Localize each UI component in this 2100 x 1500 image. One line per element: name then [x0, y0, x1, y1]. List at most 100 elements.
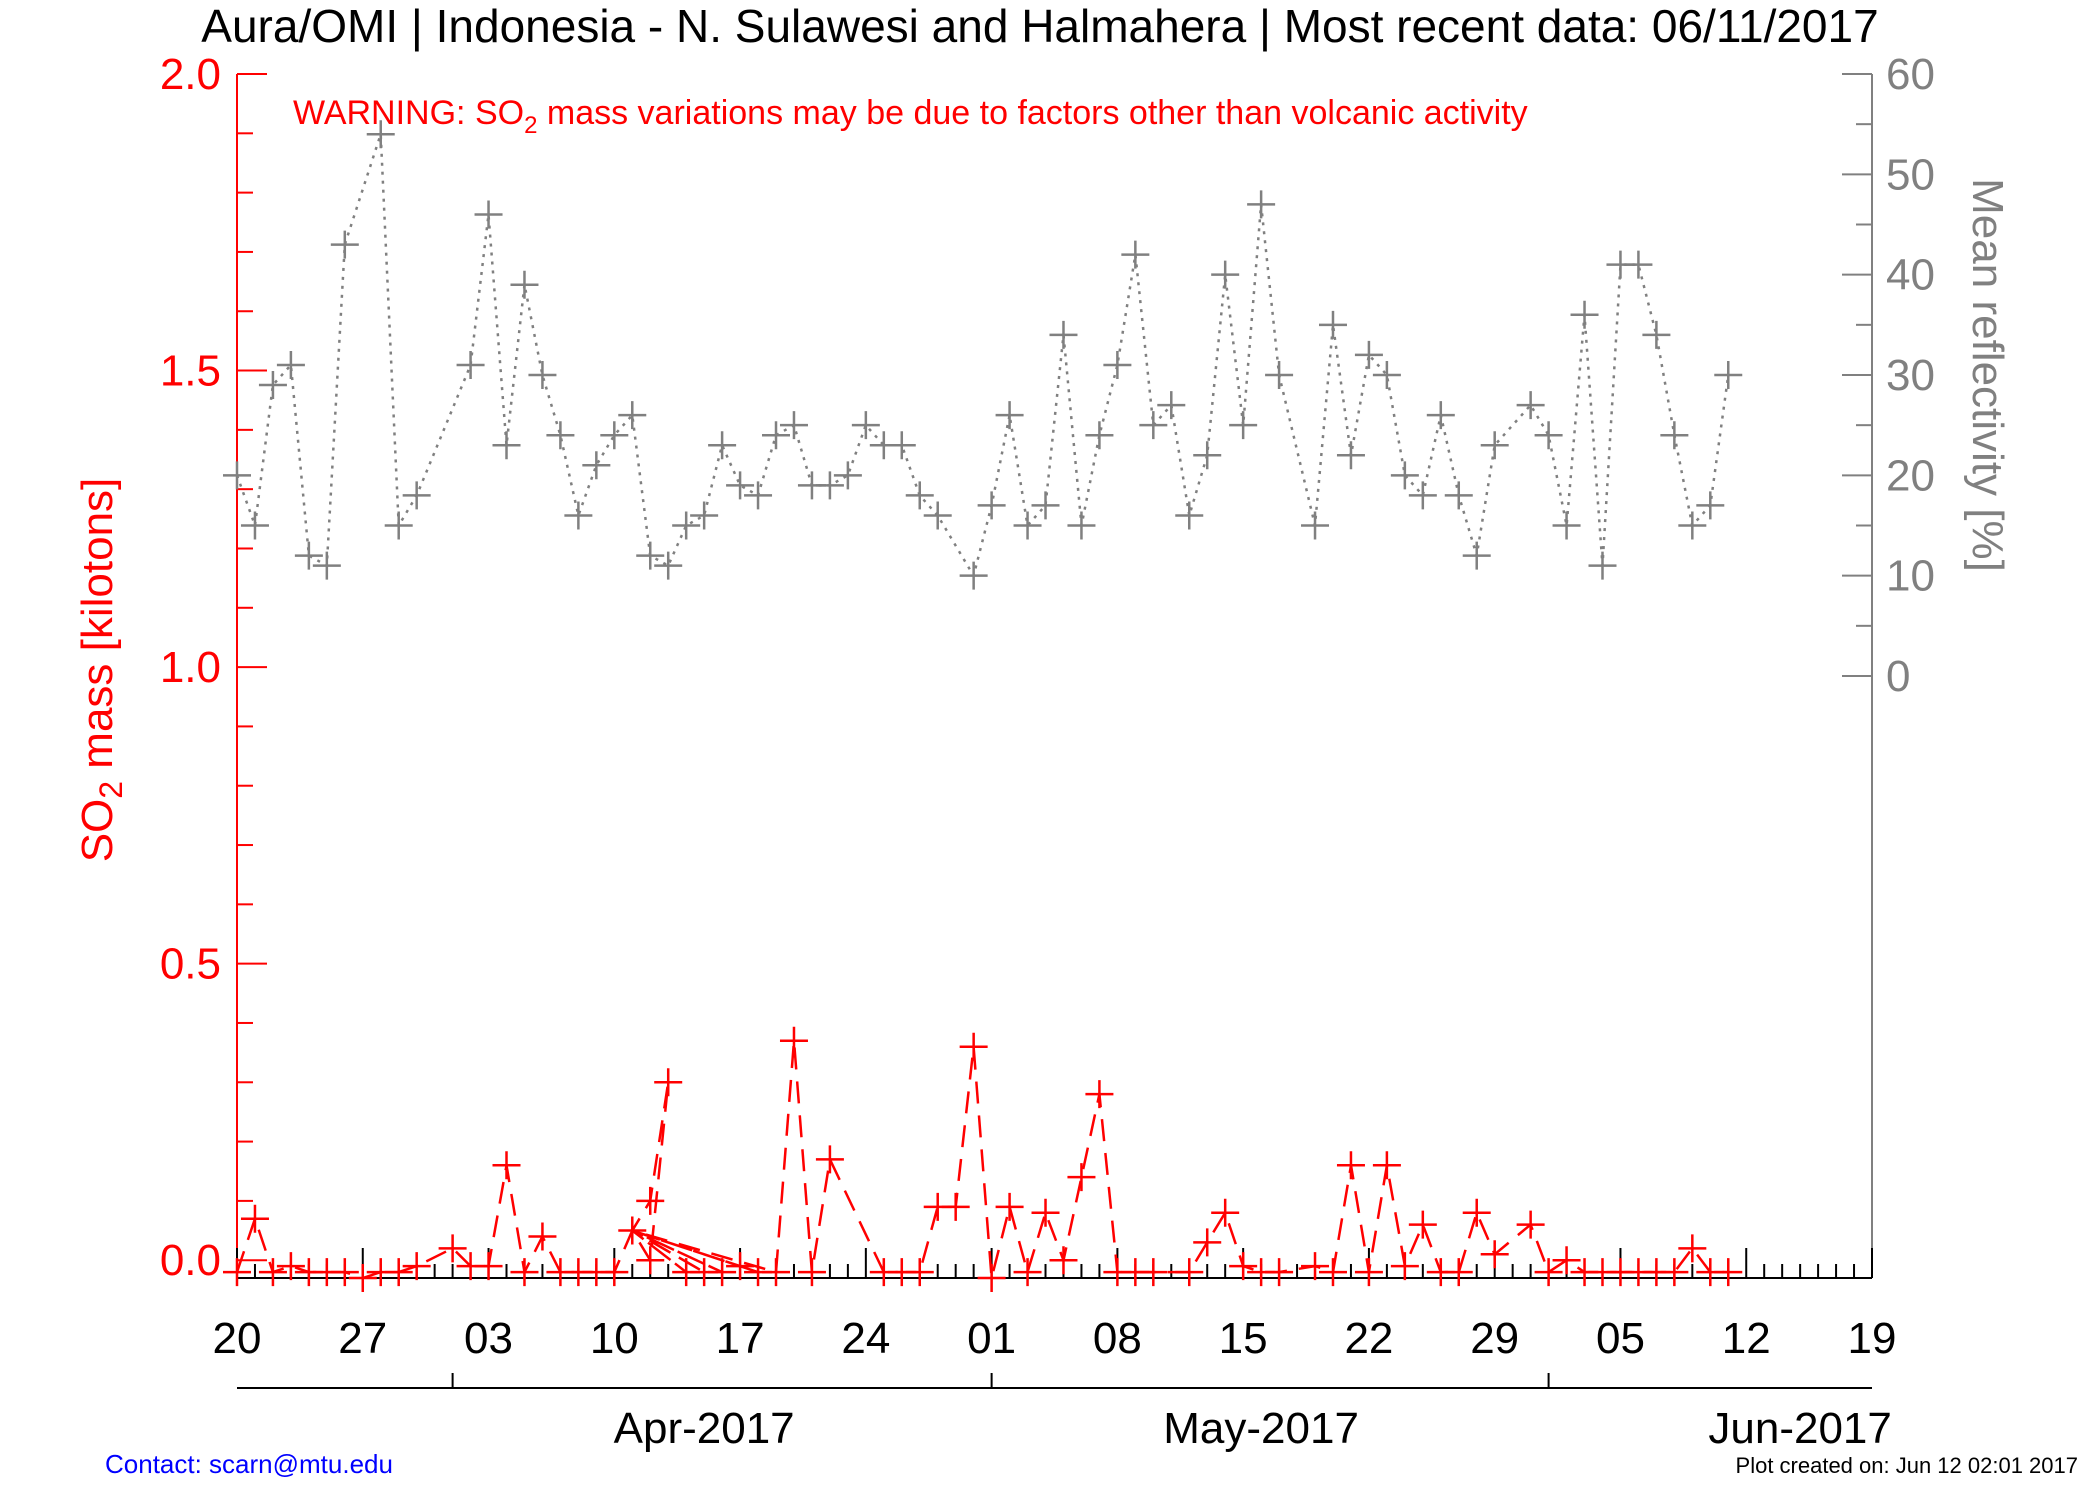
reflectivity-point	[995, 401, 1024, 430]
so2-point	[384, 1258, 413, 1287]
reflectivity-point	[923, 501, 952, 530]
reflectivity-point	[1426, 401, 1455, 430]
reflectivity-point	[330, 230, 359, 259]
reflectivity-point	[636, 541, 665, 570]
so2-point	[528, 1222, 557, 1251]
so2-point	[797, 1258, 826, 1287]
reflectivity-point	[1642, 320, 1671, 349]
so2-tick-label: 2.0	[160, 50, 221, 99]
reflectivity-point	[1354, 340, 1383, 369]
reflectivity-point	[1624, 250, 1653, 279]
reflectivity-point	[1121, 240, 1150, 269]
reflectivity-point	[833, 461, 862, 490]
so2-point	[708, 1258, 737, 1287]
so2-point	[1301, 1252, 1330, 1281]
so2-point	[258, 1258, 287, 1287]
so2-point	[1480, 1240, 1509, 1269]
so2-point	[492, 1151, 521, 1180]
reflectivity-point	[708, 431, 737, 460]
so2-point	[995, 1192, 1024, 1221]
reflectivity-point	[1067, 511, 1096, 540]
reflectivity-point	[977, 491, 1006, 520]
so2-tick-label: 1.5	[160, 347, 221, 396]
reflectivity-tick-label: 50	[1886, 150, 1935, 199]
so2-point	[1408, 1210, 1437, 1239]
reflectivity-point	[1660, 421, 1689, 450]
reflectivity-axis-label: Mean reflectivity [%]	[1963, 178, 2012, 572]
so2-point	[1390, 1252, 1419, 1281]
so2-point	[1714, 1258, 1743, 1287]
reflectivity-point	[815, 471, 844, 500]
so2-point	[1678, 1234, 1707, 1263]
so2-point	[1049, 1246, 1078, 1275]
month-label: May-2017	[1163, 1404, 1359, 1453]
reflectivity-point	[294, 541, 323, 570]
date-tick-label: 05	[1596, 1314, 1645, 1363]
reflectivity-point	[1534, 421, 1563, 450]
so2-point	[438, 1234, 467, 1263]
date-tick-label: 29	[1470, 1314, 1519, 1363]
plot-created-text: Plot created on: Jun 12 02:01 2017	[1736, 1453, 2078, 1478]
date-tick-label: 27	[338, 1314, 387, 1363]
reflectivity-tick-label: 60	[1886, 50, 1935, 99]
warning-note: WARNING: SO2 mass variations may be due …	[293, 94, 1528, 139]
reflectivity-point	[582, 451, 611, 480]
reflectivity-tick-label: 0	[1886, 652, 1910, 701]
so2-point	[1516, 1210, 1545, 1239]
reflectivity-point	[312, 551, 341, 580]
date-tick-label: 19	[1848, 1314, 1897, 1363]
reflectivity-tick-label: 30	[1886, 351, 1935, 400]
so2-point	[600, 1258, 629, 1287]
reflectivity-point	[223, 461, 251, 490]
reflectivity-point	[1480, 431, 1509, 460]
reflectivity-point	[905, 481, 934, 510]
so2-tick-label: 0.5	[160, 940, 221, 989]
so2-point	[1534, 1258, 1563, 1287]
so2-axis: 0.0 0.5 1.0 1.5 2.0	[160, 50, 267, 1285]
date-tick-label: 22	[1344, 1314, 1393, 1363]
reflectivity-point	[672, 511, 701, 540]
reflectivity-point	[1175, 501, 1204, 530]
reflectivity-point	[366, 120, 395, 149]
so2-point	[779, 1026, 808, 1055]
date-tick-label: 01	[967, 1314, 1016, 1363]
reflectivity-point	[546, 421, 575, 450]
so2-tick-label: 1.0	[160, 643, 221, 692]
date-tick-label: 17	[716, 1314, 765, 1363]
so2-axis-label-suffix: mass [kilotons]	[73, 478, 122, 781]
reflectivity-point	[474, 200, 503, 229]
month-axis: Apr-2017 May-2017 Jun-2017	[237, 1373, 1892, 1453]
reflectivity-point	[1103, 350, 1132, 379]
so2-point	[815, 1145, 844, 1174]
reflectivity-point	[1013, 511, 1042, 540]
date-tick-label: 15	[1219, 1314, 1268, 1363]
reflectivity-point	[779, 411, 808, 440]
reflectivity-point	[744, 481, 773, 510]
so2-axis-label-subscript: 2	[93, 781, 129, 799]
reflectivity-point	[1211, 260, 1240, 289]
date-tick-label: 12	[1722, 1314, 1771, 1363]
reflectivity-point	[1247, 190, 1276, 219]
reflectivity-point	[1031, 491, 1060, 520]
so2-point	[636, 1186, 665, 1215]
so2-point	[223, 1258, 251, 1287]
reflectivity-point	[276, 350, 305, 379]
so2-point	[636, 1246, 665, 1275]
so2-point	[1265, 1258, 1294, 1287]
so2-point	[1336, 1151, 1365, 1180]
so2-point	[1229, 1252, 1258, 1281]
reflectivity-point	[456, 350, 485, 379]
reflectivity-point	[887, 431, 916, 460]
so2-point	[1462, 1198, 1491, 1227]
reflectivity-point	[384, 511, 413, 540]
reflectivity-point	[492, 431, 521, 460]
reflectivity-tick-label: 20	[1886, 451, 1935, 500]
so2-point	[240, 1204, 269, 1233]
reflectivity-point	[726, 471, 755, 500]
so2-point	[1444, 1258, 1473, 1287]
date-axis: 20 27 03 10 17 24 01 08 15 22 29 05 12 19	[213, 1248, 1897, 1363]
reflectivity-point	[1570, 300, 1599, 329]
reflectivity-point	[654, 551, 683, 580]
